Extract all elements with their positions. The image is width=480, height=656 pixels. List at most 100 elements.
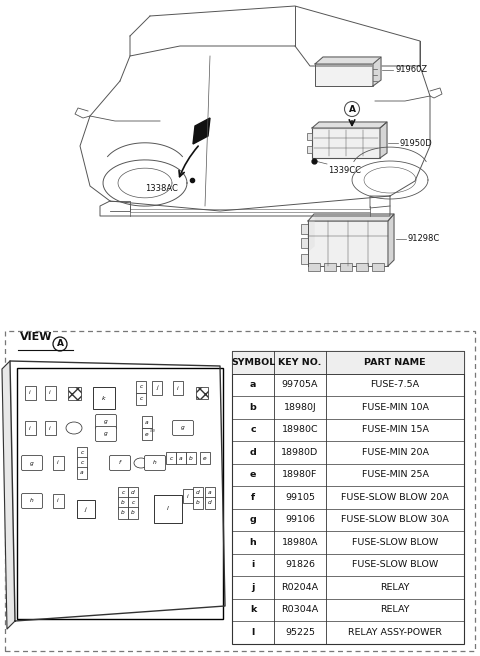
Text: A: A (348, 104, 356, 113)
Text: g: g (104, 419, 108, 424)
FancyBboxPatch shape (308, 263, 320, 271)
Text: A: A (57, 340, 63, 348)
FancyBboxPatch shape (17, 368, 223, 619)
Text: c: c (80, 461, 84, 466)
FancyBboxPatch shape (128, 507, 138, 519)
FancyBboxPatch shape (154, 495, 182, 523)
Text: b: b (250, 403, 256, 412)
Polygon shape (308, 214, 314, 251)
FancyBboxPatch shape (372, 263, 384, 271)
Text: g: g (104, 432, 108, 436)
Text: d: d (250, 448, 256, 457)
Text: j: j (85, 506, 87, 512)
FancyBboxPatch shape (45, 386, 56, 400)
FancyBboxPatch shape (205, 487, 215, 499)
FancyBboxPatch shape (136, 381, 146, 393)
Text: l: l (167, 506, 169, 512)
Polygon shape (373, 57, 381, 86)
Text: j: j (252, 583, 255, 592)
Text: RELAY: RELAY (380, 605, 410, 614)
FancyBboxPatch shape (193, 487, 203, 499)
Text: b: b (131, 510, 135, 516)
Text: l: l (252, 628, 254, 637)
FancyBboxPatch shape (128, 487, 138, 499)
Text: FUSE-MIN 20A: FUSE-MIN 20A (361, 448, 429, 457)
Text: i: i (57, 499, 59, 504)
Text: e: e (250, 470, 256, 480)
Text: PART NAME: PART NAME (364, 358, 426, 367)
Polygon shape (380, 122, 387, 158)
Text: R0304A: R0304A (281, 605, 319, 614)
Text: R0204A: R0204A (281, 583, 319, 592)
FancyBboxPatch shape (196, 387, 208, 399)
FancyBboxPatch shape (172, 420, 193, 436)
Text: g: g (250, 515, 256, 524)
Text: 18980A: 18980A (282, 538, 318, 546)
Text: FUSE-7.5A: FUSE-7.5A (371, 380, 420, 389)
FancyBboxPatch shape (118, 487, 128, 499)
FancyBboxPatch shape (118, 497, 128, 509)
FancyBboxPatch shape (142, 416, 152, 428)
Text: b: b (121, 501, 125, 506)
Text: f: f (251, 493, 255, 502)
Polygon shape (193, 118, 210, 144)
Text: b: b (196, 501, 200, 506)
Text: i: i (57, 461, 59, 466)
FancyBboxPatch shape (205, 497, 215, 509)
Text: 91950D: 91950D (400, 138, 433, 148)
Text: RELAY: RELAY (380, 583, 410, 592)
FancyBboxPatch shape (312, 128, 380, 158)
Text: VIEW: VIEW (20, 332, 52, 342)
FancyBboxPatch shape (301, 224, 308, 234)
Text: k: k (102, 396, 106, 401)
Text: FUSE-MIN 15A: FUSE-MIN 15A (361, 425, 429, 434)
Text: 91960Z: 91960Z (395, 66, 427, 75)
Text: a: a (208, 491, 212, 495)
FancyBboxPatch shape (315, 64, 373, 86)
FancyBboxPatch shape (183, 489, 193, 503)
Text: a: a (80, 470, 84, 476)
Text: 99705A: 99705A (282, 380, 318, 389)
Text: i: i (177, 386, 179, 390)
Text: 18980J: 18980J (284, 403, 316, 412)
Text: FUSE-MIN 25A: FUSE-MIN 25A (361, 470, 429, 480)
Text: 18980F: 18980F (282, 470, 318, 480)
FancyBboxPatch shape (308, 221, 388, 266)
FancyBboxPatch shape (166, 452, 176, 464)
FancyBboxPatch shape (307, 146, 312, 153)
Text: b: b (121, 510, 125, 516)
Polygon shape (2, 361, 15, 629)
Text: e: e (145, 432, 149, 436)
Text: FUSE-SLOW BLOW: FUSE-SLOW BLOW (352, 538, 438, 546)
Text: i: i (29, 390, 31, 396)
FancyBboxPatch shape (301, 238, 308, 248)
Text: a: a (179, 455, 183, 461)
FancyBboxPatch shape (324, 263, 336, 271)
FancyBboxPatch shape (45, 421, 56, 435)
Text: c: c (80, 451, 84, 455)
FancyBboxPatch shape (68, 386, 81, 400)
FancyBboxPatch shape (142, 428, 152, 440)
Text: c: c (132, 501, 134, 506)
FancyBboxPatch shape (118, 507, 128, 519)
Polygon shape (312, 122, 387, 128)
Text: 91298C: 91298C (408, 234, 440, 243)
FancyBboxPatch shape (52, 456, 63, 470)
Text: a: a (250, 380, 256, 389)
Text: c: c (139, 384, 143, 390)
Text: h: h (30, 499, 34, 504)
Text: d: d (196, 491, 200, 495)
Text: f: f (119, 461, 121, 466)
Text: d: d (208, 501, 212, 506)
FancyBboxPatch shape (22, 493, 43, 508)
Text: FUSE-SLOW BLOW 20A: FUSE-SLOW BLOW 20A (341, 493, 449, 502)
Text: e: e (203, 455, 207, 461)
FancyBboxPatch shape (232, 351, 464, 644)
Text: FUSE-MIN 10A: FUSE-MIN 10A (361, 403, 429, 412)
FancyBboxPatch shape (128, 497, 138, 509)
FancyBboxPatch shape (136, 393, 146, 405)
FancyBboxPatch shape (24, 386, 36, 400)
Polygon shape (315, 57, 381, 64)
FancyBboxPatch shape (77, 500, 95, 518)
FancyBboxPatch shape (232, 351, 464, 373)
